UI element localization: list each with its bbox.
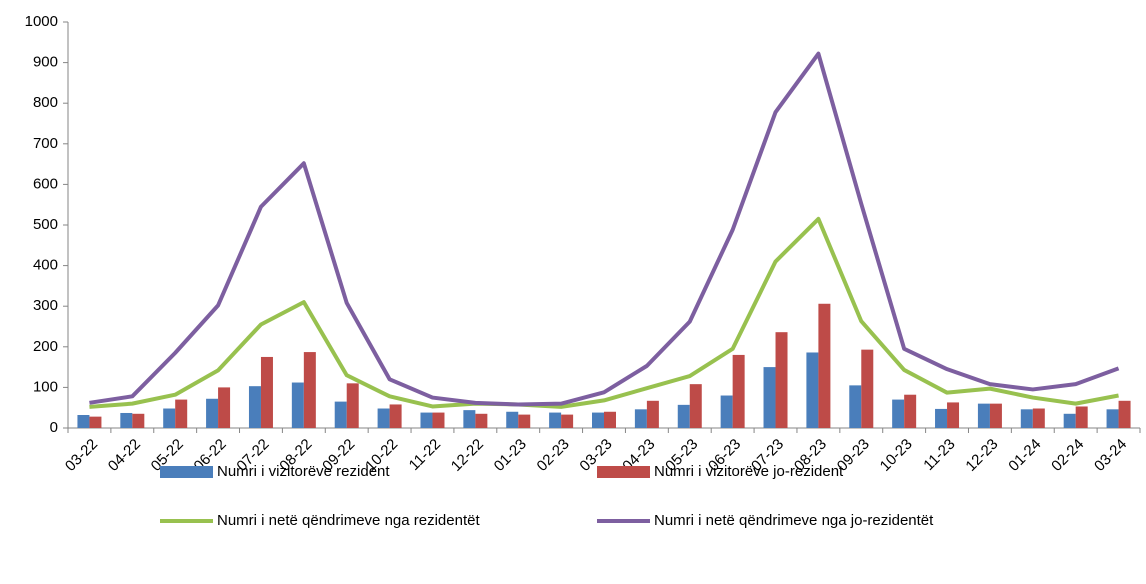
- x-tick-label: 03-22: [62, 436, 101, 475]
- bar: [720, 395, 733, 428]
- x-tick-label: 01-24: [1005, 436, 1044, 475]
- bar: [218, 387, 231, 428]
- bar: [518, 414, 531, 428]
- bar: [506, 411, 519, 428]
- y-tick-label: 100: [33, 378, 58, 395]
- bar: [818, 303, 831, 428]
- x-tick-label: 03-24: [1091, 436, 1130, 475]
- bar: [561, 414, 574, 428]
- bar: [592, 412, 604, 428]
- legend-swatch: [160, 466, 213, 478]
- x-tick-label: 12-22: [448, 436, 487, 475]
- bar: [1020, 409, 1033, 428]
- bar: [775, 332, 788, 428]
- x-tick-label: 01-23: [491, 436, 530, 475]
- bar: [175, 399, 188, 428]
- y-tick-label: 300: [33, 297, 58, 314]
- bar: [1118, 400, 1131, 428]
- bar: [389, 404, 402, 428]
- bar: [677, 404, 690, 428]
- x-tick-label: 02-23: [534, 436, 573, 475]
- x-tick-label: 11-22: [406, 436, 444, 474]
- bar: [1063, 413, 1076, 428]
- bar: [206, 398, 219, 428]
- bar: [849, 385, 862, 428]
- bar: [604, 411, 616, 428]
- bar: [77, 415, 90, 428]
- bar: [634, 409, 647, 428]
- legend-label: Numri i netë qëndrimeve nga jo-rezidentë…: [654, 512, 934, 529]
- y-tick-label: 200: [33, 338, 58, 355]
- bar: [475, 413, 488, 428]
- bar: [989, 403, 1002, 428]
- bar: [120, 412, 133, 428]
- legend-swatch: [597, 466, 650, 478]
- bar: [420, 412, 433, 428]
- bar: [377, 408, 390, 428]
- bar: [89, 416, 102, 428]
- legend-label: Numri i vizitorëve rezident: [217, 463, 390, 480]
- legend-label: Numri i netë qëndrimeve nga rezidentët: [217, 512, 480, 529]
- x-tick-label: 12-23: [962, 436, 1001, 475]
- bar: [1075, 406, 1088, 428]
- bar: [646, 400, 659, 428]
- y-tick-label: 700: [33, 135, 58, 152]
- line: [89, 51, 1120, 407]
- bar: [163, 408, 176, 428]
- bar: [892, 399, 905, 428]
- x-tick-label: 04-22: [105, 436, 144, 475]
- bar: [334, 401, 347, 428]
- bar: [432, 412, 445, 428]
- bar: [806, 352, 819, 428]
- bar: [303, 352, 316, 428]
- bar: [260, 356, 273, 428]
- x-tick-label: 02-24: [1048, 436, 1087, 475]
- bar: [861, 349, 874, 428]
- line: [89, 216, 1119, 409]
- bar: [1106, 409, 1119, 428]
- y-tick-label: 400: [33, 257, 58, 274]
- bar: [1032, 408, 1045, 428]
- bar: [132, 413, 145, 428]
- bar: [248, 386, 261, 428]
- legend-label: Numri i vizitorëve jo-rezident: [654, 463, 844, 480]
- y-tick-label: 1000: [25, 13, 58, 30]
- y-tick-label: 600: [33, 175, 58, 192]
- bar: [291, 382, 304, 428]
- y-tick-label: 500: [33, 216, 58, 233]
- y-tick-label: 800: [33, 94, 58, 111]
- y-tick-label: 0: [50, 419, 58, 436]
- bar: [763, 367, 776, 428]
- bar: [346, 383, 359, 428]
- bar: [549, 412, 562, 428]
- bar: [463, 410, 476, 428]
- bar: [947, 402, 960, 428]
- bar: [689, 384, 702, 428]
- x-tick-label: 10-23: [877, 436, 916, 475]
- bar: [935, 408, 948, 428]
- bar: [977, 403, 990, 428]
- y-tick-label: 900: [33, 54, 58, 71]
- bar: [904, 394, 917, 428]
- bar: [732, 354, 745, 428]
- x-tick-label: 11-23: [920, 436, 958, 474]
